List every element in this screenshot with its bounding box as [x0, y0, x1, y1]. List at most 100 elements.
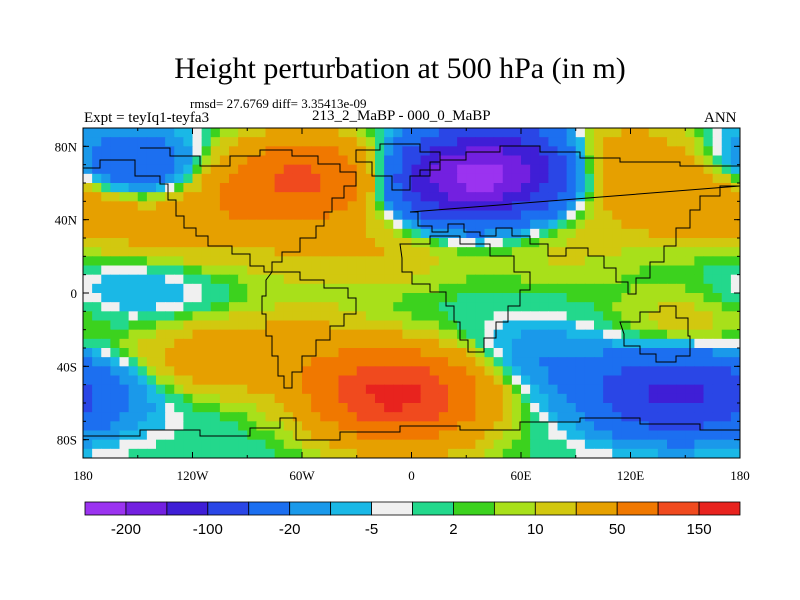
- field-cell: [119, 311, 130, 322]
- field-cell: [539, 274, 549, 285]
- field-cell: [156, 448, 166, 458]
- field-cell: [667, 265, 677, 276]
- field-cell: [429, 348, 440, 358]
- field-cell: [420, 146, 431, 157]
- field-cell: [612, 164, 622, 175]
- field-cell: [630, 256, 641, 267]
- field-cell: [575, 439, 586, 450]
- field-cell: [594, 430, 604, 441]
- field-cell: [365, 329, 376, 340]
- field-cell: [338, 219, 349, 230]
- field-cell: [311, 357, 321, 367]
- field-cell: [375, 155, 385, 166]
- field-cell: [667, 393, 677, 404]
- field-cell: [128, 302, 139, 312]
- field-cell: [320, 439, 330, 450]
- field-cell: [411, 357, 422, 367]
- field-cell: [721, 412, 732, 422]
- field-cell: [229, 164, 239, 175]
- field-cell: [320, 311, 330, 322]
- field-cell: [375, 265, 385, 276]
- field-cell: [274, 329, 285, 340]
- colorbar-swatch: [371, 501, 413, 516]
- field-cell: [238, 384, 248, 395]
- field-cell: [475, 183, 486, 193]
- field-cell: [375, 183, 385, 193]
- field-cell: [347, 210, 358, 221]
- field-cell: [676, 366, 686, 377]
- field-cell: [685, 430, 695, 441]
- field-cell: [92, 448, 102, 458]
- field-cell: [83, 338, 93, 349]
- field-cell: [146, 256, 157, 267]
- field-cell: [265, 329, 276, 340]
- field-cell: [648, 348, 659, 358]
- field-cell: [685, 293, 695, 303]
- field-cell: [566, 283, 577, 294]
- field-cell: [594, 421, 604, 432]
- field-cell: [685, 238, 695, 248]
- field-cell: [256, 421, 267, 432]
- field-cell: [183, 293, 194, 303]
- field-cell: [694, 137, 705, 147]
- field-cell: [703, 283, 714, 294]
- field-cell: [183, 430, 194, 441]
- field-cell: [192, 320, 203, 331]
- field-cell: [256, 265, 267, 276]
- field-cell: [438, 329, 449, 340]
- field-cell: [457, 146, 467, 157]
- field-cell: [502, 265, 513, 276]
- field-cell: [612, 155, 622, 166]
- field-cell: [466, 311, 476, 322]
- field-cell: [119, 320, 130, 331]
- field-cell: [694, 430, 705, 441]
- field-cell: [448, 357, 458, 367]
- field-cell: [128, 173, 139, 184]
- field-cell: [210, 329, 221, 340]
- field-cell: [721, 348, 732, 358]
- field-cell: [402, 146, 413, 157]
- field-cell: [557, 247, 568, 257]
- field-cell: [612, 439, 622, 450]
- field-cell: [575, 430, 586, 441]
- field-cell: [648, 146, 659, 157]
- field-cell: [384, 247, 394, 257]
- field-cell: [457, 183, 467, 193]
- field-cell: [165, 183, 175, 193]
- field-cell: [338, 375, 349, 386]
- field-cell: [137, 348, 148, 358]
- field-cell: [338, 247, 349, 257]
- field-cell: [712, 357, 723, 367]
- field-cell: [429, 201, 440, 212]
- field-cell: [667, 430, 677, 441]
- field-cell: [694, 393, 705, 404]
- field-cell: [146, 357, 157, 367]
- field-cell: [274, 412, 285, 422]
- field-cell: [137, 238, 148, 248]
- field-cell: [119, 256, 130, 267]
- field-cell: [721, 164, 732, 175]
- field-cell: [667, 201, 677, 212]
- field-cell: [521, 421, 531, 432]
- field-cell: [584, 338, 595, 349]
- field-cell: [365, 146, 376, 157]
- field-cell: [721, 357, 732, 367]
- field-cell: [92, 403, 102, 413]
- field-cell: [274, 219, 285, 230]
- field-cell: [156, 219, 166, 230]
- field-cell: [165, 256, 175, 267]
- field-cell: [128, 293, 139, 303]
- field-cell: [83, 311, 93, 322]
- field-cell: [511, 412, 522, 422]
- field-cell: [721, 146, 732, 157]
- field-cell: [320, 274, 330, 285]
- field-cell: [283, 265, 294, 276]
- field-cell: [83, 302, 93, 312]
- field-cell: [375, 448, 385, 458]
- field-cell: [247, 265, 257, 276]
- field-cell: [219, 256, 230, 267]
- field-cell: [484, 283, 495, 294]
- field-cell: [594, 366, 604, 377]
- field-cell: [192, 430, 203, 441]
- field-cell: [219, 219, 230, 230]
